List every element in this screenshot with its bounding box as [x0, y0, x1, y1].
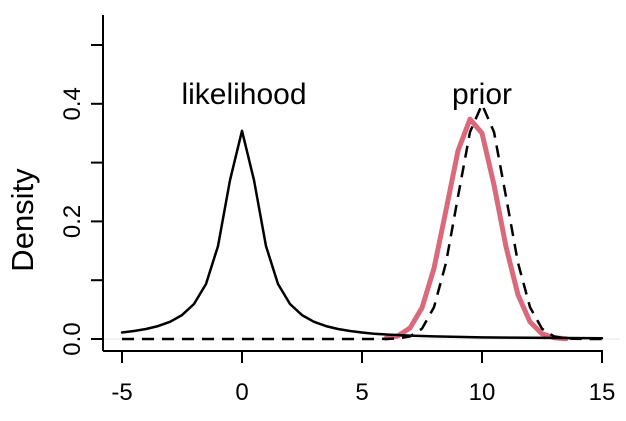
y-ticks: 0.0 0.2 0.4 [59, 44, 103, 356]
annotations: likelihood prior [181, 78, 512, 111]
likelihood-curve [120, 129, 604, 340]
y-tick-label: 0.2 [59, 205, 86, 238]
y-axis-label: Density [5, 168, 40, 272]
y-tick-label: 0.0 [59, 322, 86, 355]
curves [120, 103, 604, 342]
x-tick-label: -5 [111, 379, 132, 406]
x-ticks: -5 0 5 10 15 [111, 351, 615, 406]
prior-curve [122, 103, 603, 341]
x-tick-label: 10 [469, 379, 496, 406]
y-tick-label: 0.4 [59, 87, 86, 120]
likelihood-label: likelihood [181, 78, 306, 111]
x-tick-label: 5 [355, 379, 368, 406]
prior-label: prior [452, 78, 512, 111]
x-tick-label: 15 [589, 379, 616, 406]
x-tick-label: 0 [235, 379, 248, 406]
posterior-curve [383, 116, 569, 342]
